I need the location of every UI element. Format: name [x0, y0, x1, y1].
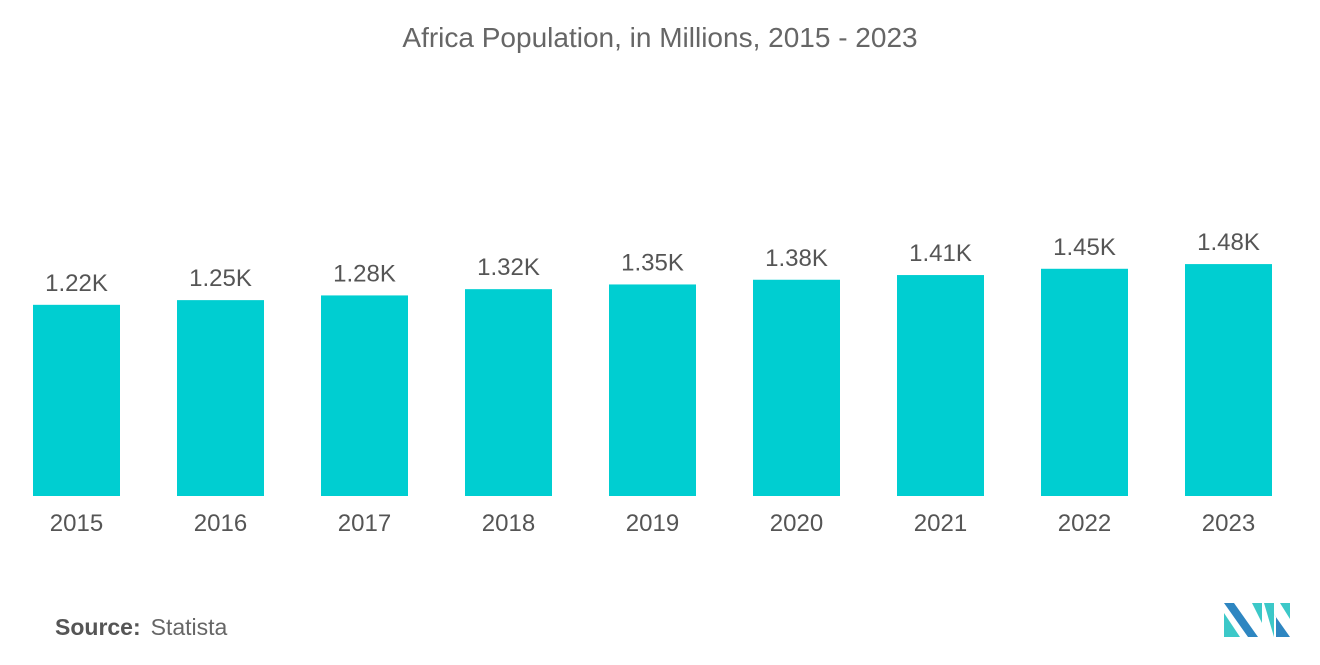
x-tick-label: 2019 — [626, 510, 679, 537]
data-label: 1.32K — [477, 254, 540, 281]
source-value: Statista — [150, 614, 228, 640]
data-label: 1.41K — [909, 240, 972, 267]
x-tick-label: 2023 — [1202, 510, 1255, 537]
bar-2016 — [177, 300, 264, 496]
data-label: 1.38K — [765, 245, 828, 272]
data-label: 1.22K — [45, 270, 108, 297]
source-label: Source: — [55, 614, 141, 640]
x-tick-label: 2021 — [914, 510, 967, 537]
data-label: 1.25K — [189, 265, 252, 292]
x-tick-label: 2020 — [770, 510, 823, 537]
chart-title: Africa Population, in Millions, 2015 - 2… — [402, 22, 918, 53]
x-tick-label: 2018 — [482, 510, 535, 537]
bar-2023 — [1185, 264, 1272, 496]
bar-2020 — [753, 279, 840, 496]
x-tick-label: 2015 — [50, 510, 103, 537]
data-label: 1.48K — [1197, 229, 1260, 256]
x-tick-label: 2016 — [194, 510, 247, 537]
x-tick-label: 2022 — [1058, 510, 1111, 537]
data-label: 1.28K — [333, 260, 396, 287]
bar-2017 — [321, 295, 408, 496]
bar-2022 — [1041, 268, 1128, 496]
bar-2018 — [465, 289, 552, 496]
source-note: Source: Statista — [55, 614, 227, 641]
company-logo — [1224, 603, 1290, 637]
bar-2021 — [897, 275, 984, 496]
bar-2015 — [33, 304, 120, 496]
bar-2019 — [609, 284, 696, 496]
bar-chart: 1.22K 2015 1.25K 2016 1.28K 2017 1.32K 2018 1.35… — [33, 229, 1272, 537]
data-label: 1.45K — [1053, 234, 1116, 261]
data-label: 1.35K — [621, 249, 684, 276]
x-tick-label: 2017 — [338, 510, 391, 537]
